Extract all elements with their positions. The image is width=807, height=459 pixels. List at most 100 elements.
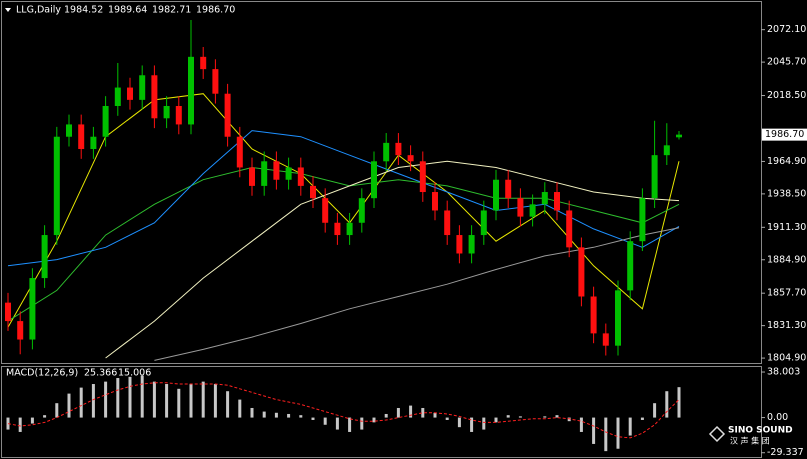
candle-body (285, 167, 292, 180)
y-tick-label: 1884.90 (767, 254, 806, 265)
macd-bar (189, 384, 193, 418)
candle-body (236, 136, 243, 168)
candle-body (407, 155, 414, 162)
macd-bar (274, 412, 278, 418)
candle-body (273, 161, 280, 180)
candle-body (5, 302, 11, 322)
macd-signal-value: 15.006 (118, 368, 151, 379)
macd-bar (128, 376, 132, 418)
moving-average (7, 130, 680, 267)
macd-bar (555, 415, 559, 418)
open-label: 1984.52 (64, 5, 103, 16)
candle-body (456, 235, 463, 254)
macd-bar (445, 417, 449, 420)
candle-body (505, 179, 512, 199)
y-tick-label: 1911.30 (767, 222, 806, 233)
y-tick-label: 1804.90 (767, 353, 806, 364)
macd-bar (628, 417, 632, 436)
y-tick-label: 2018.50 (767, 90, 806, 101)
menu-triangle[interactable] (5, 8, 11, 12)
macd-bar (335, 417, 339, 430)
macd-bar (262, 411, 266, 418)
macd-bar (213, 384, 217, 418)
macd-bar (592, 417, 596, 444)
candle-body (578, 247, 585, 297)
candle-body (188, 56, 194, 125)
candle-body (444, 210, 451, 236)
macd-bar (579, 417, 583, 432)
macd-bar (226, 391, 230, 418)
macd-bar (433, 412, 437, 418)
candle-body (200, 56, 207, 70)
macd-bar (165, 384, 169, 418)
candle-body (102, 105, 109, 137)
candle-body (358, 198, 365, 223)
macd-bar (177, 388, 181, 418)
candle-body (651, 155, 658, 199)
y-tick-label: -29.337 (767, 447, 804, 458)
macd-bar (201, 381, 205, 418)
candle-body (676, 134, 682, 138)
candle-body (78, 124, 85, 150)
candle-body (224, 93, 231, 137)
candle-body (66, 124, 72, 137)
candle-body (541, 192, 548, 205)
macd-bar (43, 415, 47, 418)
candle-body (41, 235, 48, 279)
macd-bar (457, 417, 461, 428)
macd-bar (372, 417, 376, 423)
candle-body (371, 161, 377, 199)
macd-bar (323, 417, 327, 425)
candle-body (554, 192, 560, 211)
candle-body (163, 105, 170, 119)
watermark-logo (708, 425, 726, 443)
candle-body (139, 75, 146, 100)
macd-bar (152, 381, 156, 418)
y-tick-label: 1831.30 (767, 320, 806, 331)
candle-body (566, 210, 573, 248)
macd-bar (67, 393, 71, 418)
macd-bar (287, 413, 291, 418)
candle-body (175, 105, 182, 125)
candle-body (615, 290, 621, 346)
macd-bar (18, 417, 22, 432)
candle-body (419, 161, 426, 193)
candle-body (590, 296, 597, 334)
macd-bar (104, 381, 108, 418)
macd-bar (506, 415, 510, 418)
macd-bar (384, 413, 388, 418)
macd-bar (543, 416, 547, 418)
watermark-brand: SINO SOUND (728, 426, 793, 436)
y-tick-label: 2045.70 (767, 57, 806, 68)
candle-body (663, 145, 670, 156)
macd-bar (665, 391, 669, 418)
candle-body (602, 333, 609, 346)
macd-bar (616, 417, 620, 449)
y-tick-label: 1857.70 (767, 288, 806, 299)
candle-body (212, 69, 219, 94)
y-tick-label: 2072.10 (767, 24, 806, 35)
candle-body (53, 136, 60, 236)
candle-body (297, 167, 304, 186)
candle-body (29, 278, 36, 340)
macd-bar (640, 417, 644, 420)
macd-bar (311, 417, 315, 420)
macd-bar (567, 417, 571, 422)
candle-body (346, 222, 353, 236)
close-label: 1986.70 (196, 5, 235, 16)
macd-bar (140, 375, 144, 418)
candle-body (249, 167, 255, 186)
y-tick-label: 1964.90 (767, 156, 806, 167)
candle-body (639, 198, 646, 242)
candle-body (395, 142, 402, 156)
macd-bar (604, 417, 608, 452)
macd-bar (482, 417, 486, 430)
macd-bar (421, 407, 425, 418)
macd-bar (360, 417, 364, 430)
candle-body (480, 210, 487, 236)
macd-bar (116, 378, 120, 418)
macd-bar (348, 417, 352, 432)
candle-body (127, 87, 133, 100)
candle-body (90, 136, 97, 150)
